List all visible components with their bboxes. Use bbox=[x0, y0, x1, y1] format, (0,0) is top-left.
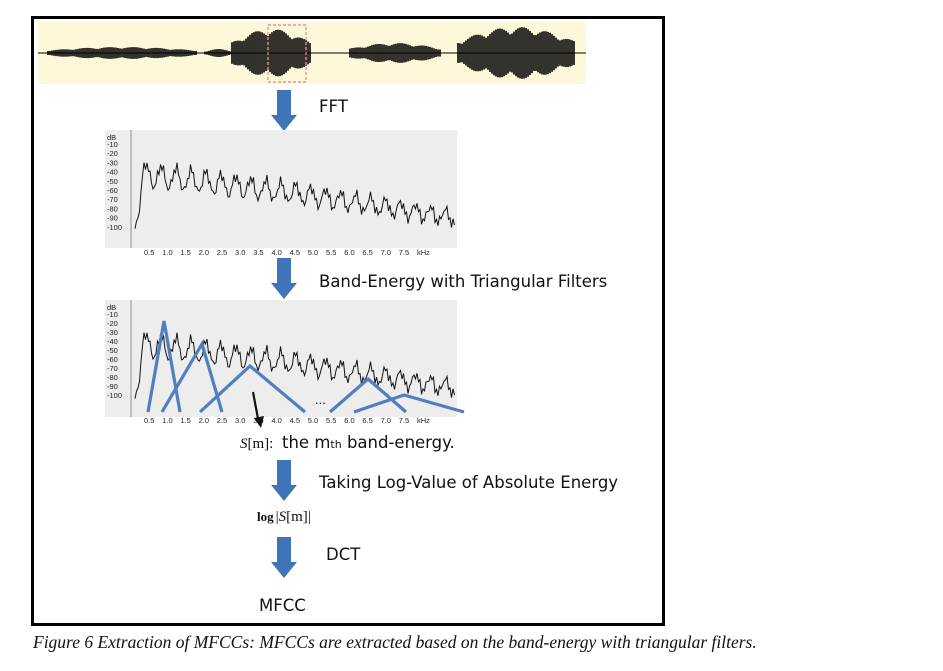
x-tick-label: 6.5 bbox=[362, 248, 372, 257]
x-tick-label: 5.0 bbox=[308, 248, 318, 257]
x-tick-label: kHz bbox=[417, 248, 430, 257]
y-tick-label: -40 bbox=[107, 168, 118, 177]
band-energy-prefix: the m bbox=[282, 433, 330, 452]
spectrum-y-ticks: dB-10-20-30-40-50-60-70-80-90-100 bbox=[107, 133, 122, 232]
y-tick-label: -80 bbox=[107, 204, 118, 213]
x-tick-label: 2.5 bbox=[217, 416, 227, 425]
x-tick-label: 5.5 bbox=[326, 416, 336, 425]
band-energy-suffix: band-energy. bbox=[342, 433, 455, 452]
step-label-fft: FFT bbox=[319, 97, 349, 116]
x-tick-label: 4.5 bbox=[290, 416, 300, 425]
x-tick-label: 6.0 bbox=[344, 248, 354, 257]
y-tick-label: -70 bbox=[107, 195, 118, 204]
band-energy-subscript: th bbox=[330, 438, 341, 451]
x-tick-label: 1.0 bbox=[162, 248, 172, 257]
svg-text:the mth band-energy.: the mth band-energy. bbox=[282, 433, 455, 452]
y-tick-label: -60 bbox=[107, 186, 118, 195]
filtered-spectrum-x-ticks: 0.51.01.52.02.53.03.54.04.55.05.56.06.57… bbox=[144, 416, 430, 425]
x-tick-label: 7.5 bbox=[399, 248, 409, 257]
band-energy-colon: : bbox=[269, 436, 273, 452]
step-arrow-fft bbox=[271, 90, 297, 131]
y-tick-label: -100 bbox=[107, 391, 122, 400]
filtered-spectrum-y-ticks: dB-10-20-30-40-50-60-70-80-90-100 bbox=[107, 303, 122, 400]
log-expression: log |S[m]| bbox=[257, 509, 311, 525]
triangular-filter bbox=[146, 320, 182, 413]
spectrum-curve-2 bbox=[134, 332, 455, 399]
waveform-signal bbox=[47, 27, 575, 79]
output-label-mfcc: MFCC bbox=[259, 596, 306, 615]
x-tick-label: 4.5 bbox=[290, 248, 300, 257]
log-index: [m] bbox=[286, 509, 308, 525]
x-tick-label: 1.5 bbox=[180, 248, 190, 257]
log-right-bar: | bbox=[308, 509, 311, 525]
step-arrow-dct bbox=[271, 537, 297, 578]
analysis-window-highlight bbox=[267, 24, 307, 83]
y-axis-unit: dB bbox=[107, 133, 116, 142]
speech-waveform bbox=[38, 22, 586, 84]
triangular-filter-bank bbox=[146, 320, 465, 414]
y-tick-label: -90 bbox=[107, 382, 118, 391]
x-tick-label: 6.5 bbox=[362, 416, 372, 425]
x-tick-label: 3.0 bbox=[235, 416, 245, 425]
svg-text:S[m]:: S[m]: bbox=[240, 436, 273, 452]
step-arrow-band-energy bbox=[271, 258, 297, 299]
figure-caption: Figure 6 Extraction of MFCCs: MFCCs are … bbox=[33, 632, 757, 652]
y-tick-label: -90 bbox=[107, 214, 118, 223]
step-label-band-energy: Band-Energy with Triangular Filters bbox=[319, 272, 607, 291]
x-tick-label: 2.5 bbox=[217, 248, 227, 257]
triangular-filter bbox=[198, 363, 307, 414]
log-symbol: S bbox=[279, 509, 287, 525]
spectrum-curve bbox=[134, 162, 455, 229]
x-tick-label: 1.5 bbox=[180, 416, 190, 425]
x-tick-label: 6.0 bbox=[344, 416, 354, 425]
step-label-dct: DCT bbox=[326, 545, 361, 564]
y-tick-label: -60 bbox=[107, 355, 118, 364]
y-tick-label: -10 bbox=[107, 140, 118, 149]
x-tick-label: 5.5 bbox=[326, 248, 336, 257]
x-tick-label: 3.0 bbox=[235, 248, 245, 257]
x-tick-label: 7.5 bbox=[399, 416, 409, 425]
band-energy-symbol: S bbox=[240, 436, 248, 452]
x-tick-label: 0.5 bbox=[144, 248, 154, 257]
band-energy-index: [m] bbox=[248, 436, 270, 452]
y-tick-label: -50 bbox=[107, 177, 118, 186]
step-label-log: Taking Log-Value of Absolute Energy bbox=[318, 473, 618, 492]
triangular-filter bbox=[353, 393, 465, 414]
y-tick-label: -100 bbox=[107, 223, 122, 232]
spectrum-x-ticks: 0.5 1.0 1.5 2.0 2.5 3.0 3.5 4.0 4.5 5.0 5.5 6.0 6.5 7… bbox=[144, 248, 430, 257]
step-arrow-log bbox=[271, 460, 297, 501]
band-energy-pointer-arrowhead bbox=[254, 416, 264, 428]
x-tick-label: 2.0 bbox=[199, 248, 209, 257]
band-energy-note: S[m]: the mth band-energy. bbox=[240, 433, 455, 452]
y-tick-label: -80 bbox=[107, 373, 118, 382]
x-tick-label: 7.0 bbox=[381, 248, 391, 257]
y-tick-label: -10 bbox=[107, 310, 118, 319]
x-tick-label: 0.5 bbox=[144, 416, 154, 425]
x-tick-label: 3.5 bbox=[253, 248, 263, 257]
x-tick-label: 4.0 bbox=[271, 248, 281, 257]
y-tick-label: -70 bbox=[107, 364, 118, 373]
y-tick-label: -20 bbox=[107, 319, 118, 328]
log-left-bar: | bbox=[276, 509, 279, 525]
filter-ellipsis: ... bbox=[315, 392, 326, 407]
x-tick-label: kHz bbox=[417, 416, 430, 425]
y-axis-unit: dB bbox=[107, 303, 116, 312]
triangular-filter bbox=[160, 340, 224, 413]
triangular-filter bbox=[328, 376, 408, 414]
log-fn: log bbox=[257, 509, 274, 524]
y-tick-label: -40 bbox=[107, 337, 118, 346]
x-tick-label: 2.0 bbox=[199, 416, 209, 425]
x-tick-label: 5.0 bbox=[308, 416, 318, 425]
x-tick-label: 4.0 bbox=[271, 416, 281, 425]
x-tick-label: 1.0 bbox=[162, 416, 172, 425]
x-tick-label: 7.0 bbox=[381, 416, 391, 425]
spectrum-plot: dB-10-20-30-40-50-60-70-80-90-100 0.5 1.0… bbox=[105, 130, 457, 257]
y-tick-label: -20 bbox=[107, 149, 118, 158]
filtered-spectrum-plot: dB-10-20-30-40-50-60-70-80-90-100 0.5 1.0… bbox=[105, 300, 465, 428]
y-tick-label: -30 bbox=[107, 328, 118, 337]
y-tick-label: -50 bbox=[107, 346, 118, 355]
y-tick-label: -30 bbox=[107, 158, 118, 167]
